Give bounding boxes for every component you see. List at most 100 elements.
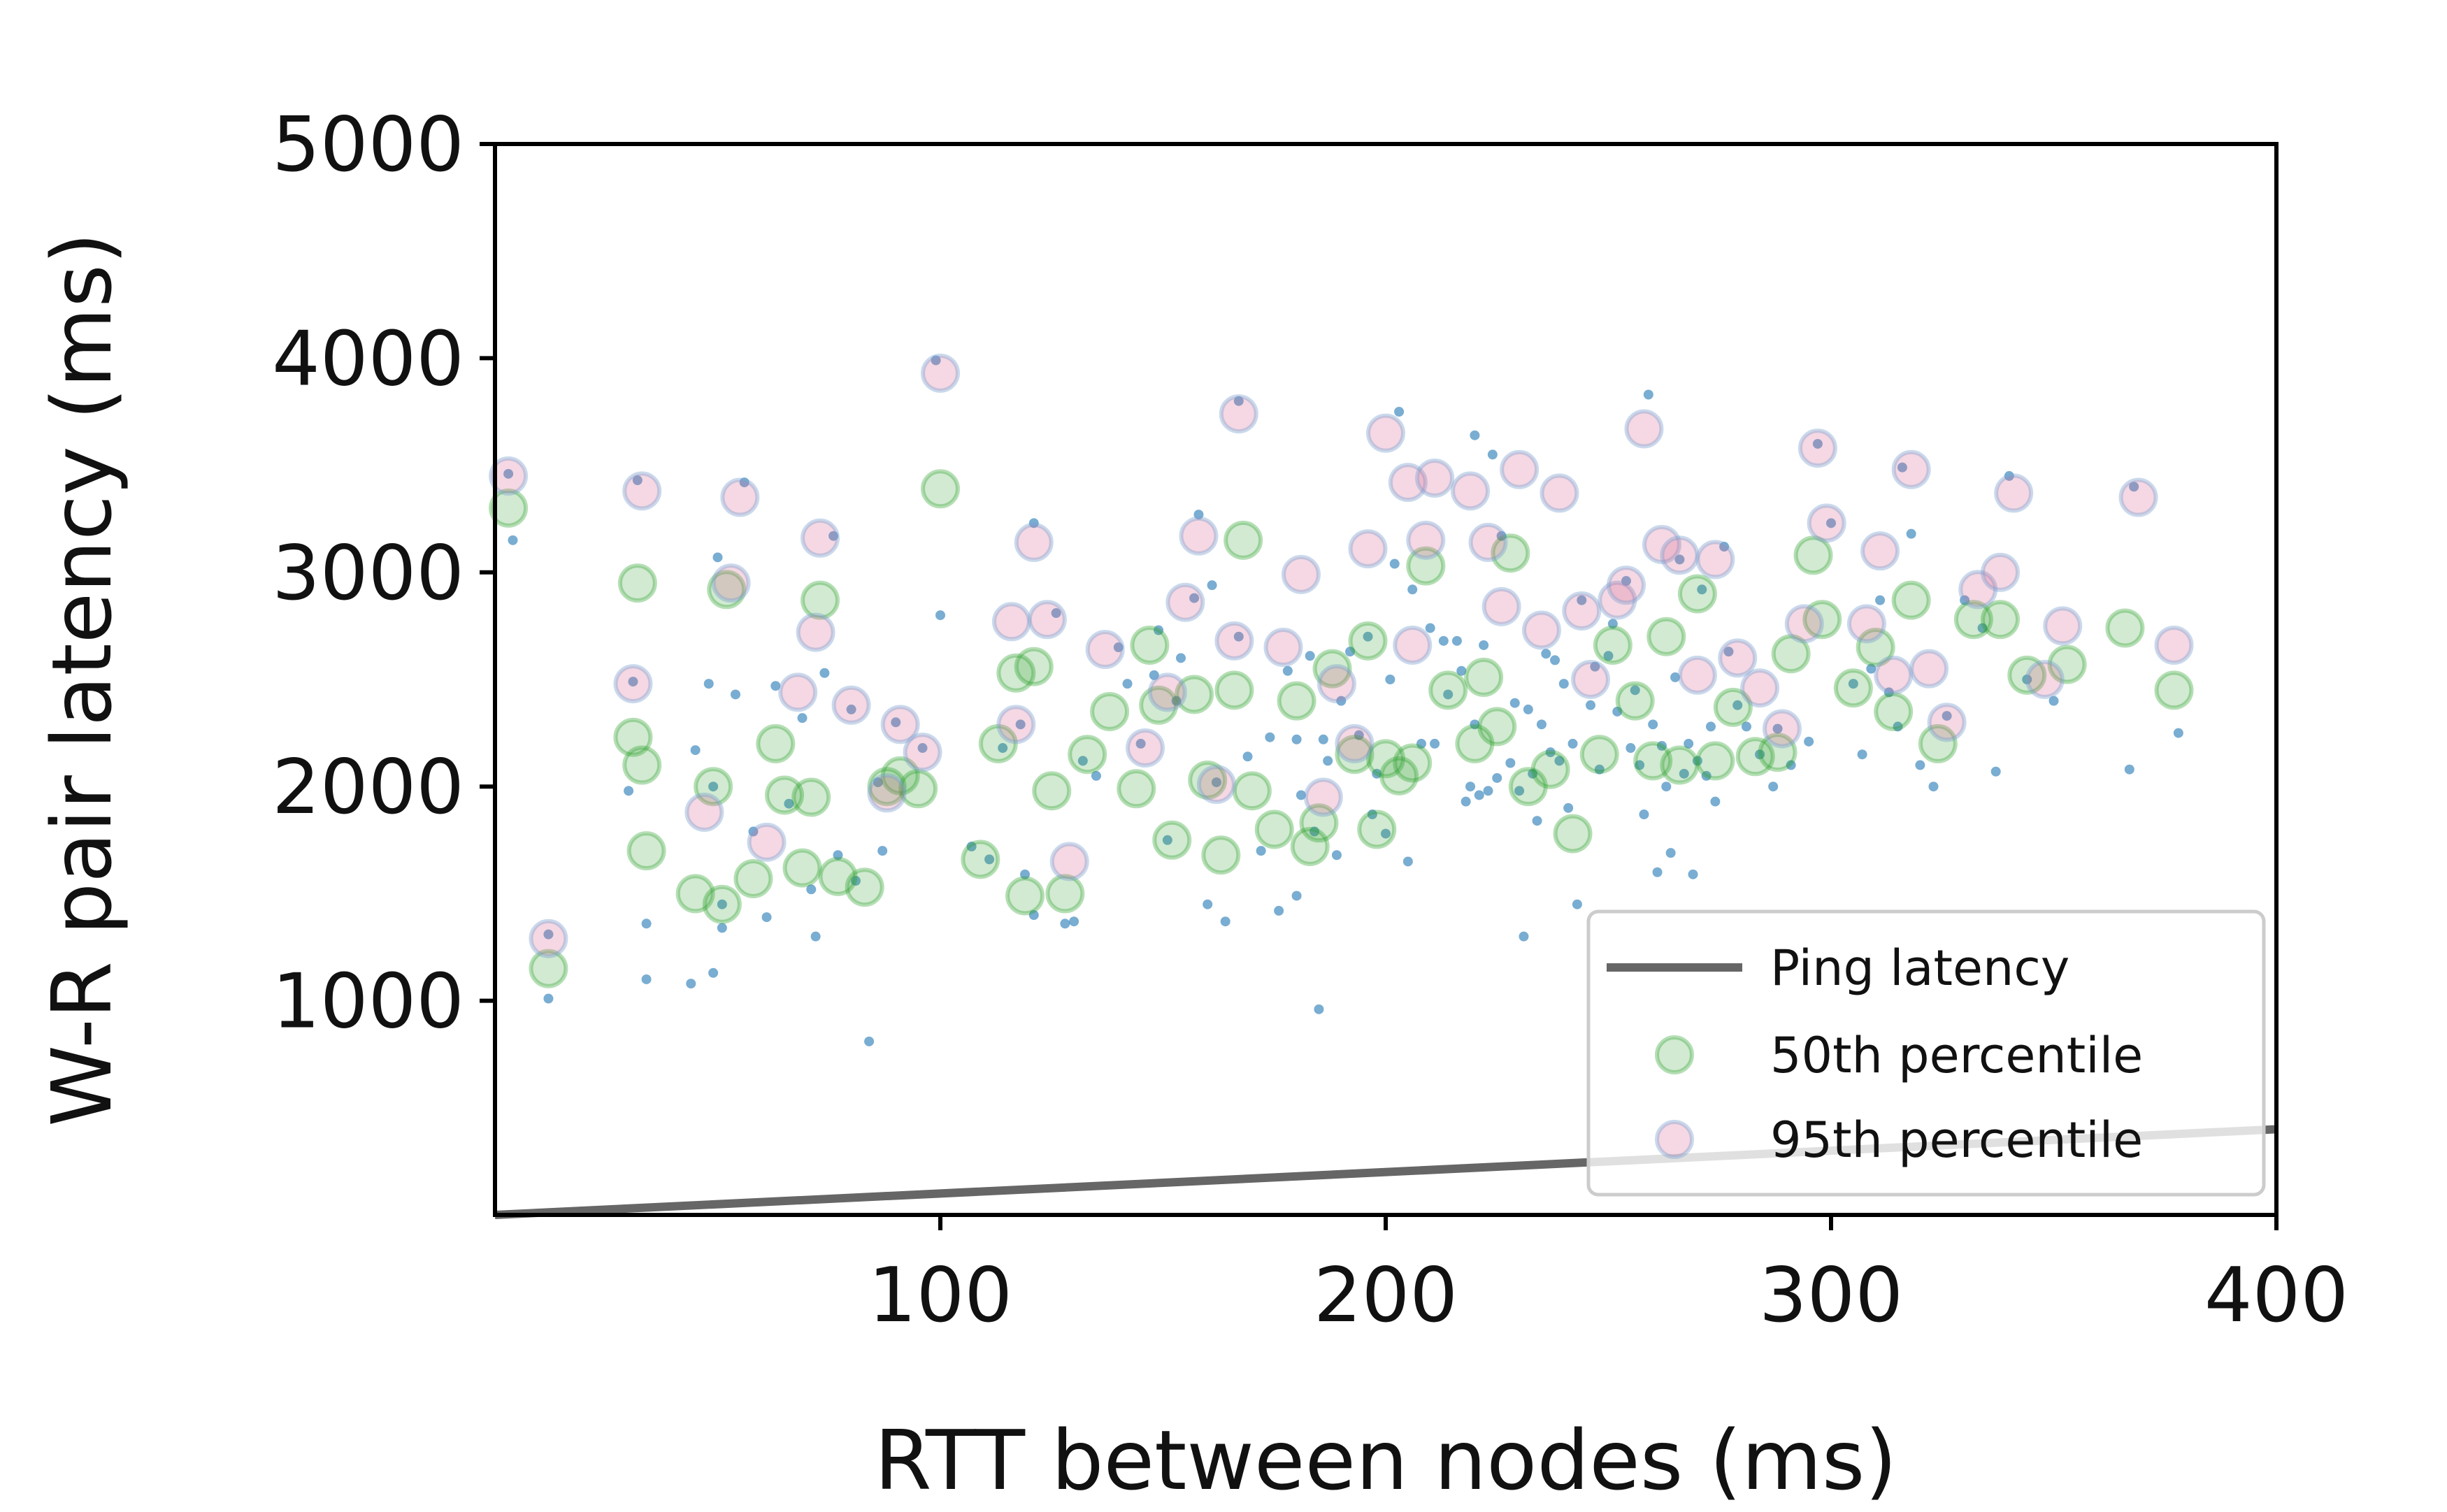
raw-sample-point xyxy=(1470,719,1480,730)
p50-point xyxy=(1874,691,1914,731)
raw-sample-point xyxy=(1532,816,1542,826)
p50-point xyxy=(1117,769,1156,809)
p95-point xyxy=(1126,728,1165,768)
p50-point xyxy=(1232,771,1272,811)
raw-sample-point xyxy=(1607,619,1618,629)
raw-sample-point xyxy=(833,850,843,861)
raw-sample-point xyxy=(1621,576,1631,586)
p50-point xyxy=(1633,741,1673,781)
raw-sample-point xyxy=(784,798,794,809)
p50-point xyxy=(613,717,653,757)
raw-sample-point xyxy=(1594,764,1605,775)
raw-sample-point xyxy=(1291,734,1302,744)
p95-point xyxy=(1348,529,1388,569)
raw-sample-point xyxy=(717,923,727,933)
raw-sample-point xyxy=(1483,786,1493,796)
raw-sample-point xyxy=(686,979,696,989)
raw-sample-point xyxy=(1381,828,1391,839)
raw-sample-point xyxy=(1474,790,1484,800)
p50-point xyxy=(801,580,840,620)
p50-point xyxy=(702,884,742,924)
p95-point xyxy=(2025,660,2065,699)
raw-sample-point xyxy=(1028,518,1039,528)
p95-point xyxy=(1846,604,1886,644)
raw-sample-point xyxy=(1848,679,1858,689)
raw-sample-point xyxy=(1154,625,1164,635)
raw-sample-point xyxy=(2129,482,2139,492)
p50-point xyxy=(1152,820,1192,860)
p95-point xyxy=(1214,621,1254,661)
p50-markers-layer xyxy=(489,469,2194,988)
x-tick-label: 100 xyxy=(868,1252,1012,1339)
p50-point xyxy=(1090,691,1130,731)
raw-sample-point xyxy=(1563,802,1574,813)
y-tick-label: 4000 xyxy=(272,315,464,403)
raw-sample-point xyxy=(1626,743,1636,754)
raw-sample-point xyxy=(1590,661,1600,672)
p95-point xyxy=(1196,765,1236,805)
raw-sample-point xyxy=(1309,826,1320,837)
raw-sample-point xyxy=(1020,869,1031,879)
p50-point xyxy=(1366,739,1405,779)
p95-point xyxy=(711,563,751,603)
raw-sample-point xyxy=(1015,719,1026,730)
raw-sample-point xyxy=(1091,770,1101,781)
p50-point xyxy=(733,858,773,898)
raw-sample-point xyxy=(1479,640,1489,650)
raw-sample-point xyxy=(1069,916,1079,927)
p50-point xyxy=(1491,533,1530,573)
raw-sample-point xyxy=(628,677,638,687)
x-tick-label: 400 xyxy=(2204,1252,2348,1339)
raw-sample-point xyxy=(1456,665,1467,676)
raw-sample-point xyxy=(1496,531,1507,541)
raw-sample-point xyxy=(1242,751,1253,762)
p50-point xyxy=(1201,835,1241,875)
p50-point xyxy=(1130,625,1170,665)
raw-sample-point xyxy=(1572,899,1582,909)
p50-point xyxy=(2007,655,2047,695)
p95-point xyxy=(1521,610,1561,650)
raw-sample-point xyxy=(2022,675,2032,684)
legend: Ping latency 50th percentile 95th percenti… xyxy=(1586,909,2266,1197)
raw-sample-point xyxy=(632,475,643,486)
p95-point xyxy=(1049,842,1089,881)
raw-sample-point xyxy=(1661,782,1672,792)
p95-point xyxy=(489,456,529,496)
p95-point xyxy=(1562,591,1602,631)
p50-point xyxy=(529,949,568,988)
raw-sample-point xyxy=(1723,647,1734,657)
p50-point xyxy=(1646,617,1686,656)
raw-sample-point xyxy=(1487,449,1498,460)
raw-sample-point xyxy=(917,743,928,754)
p95-point xyxy=(529,919,568,958)
p50-point xyxy=(2154,670,2194,710)
raw-sample-point xyxy=(1372,768,1382,779)
p95-point xyxy=(867,773,907,813)
legend-label: Ping latency xyxy=(1770,939,2069,997)
raw-sample-point xyxy=(1305,651,1315,661)
p95-point xyxy=(720,477,760,517)
raw-sample-point xyxy=(1719,542,1730,552)
p50-point xyxy=(489,488,529,528)
p95-point xyxy=(921,353,960,393)
raw-sample-point xyxy=(797,713,808,723)
p50-point xyxy=(1833,668,1873,708)
p50-point xyxy=(1393,743,1433,783)
raw-sample-point xyxy=(1577,595,1587,605)
p50-point xyxy=(782,848,822,888)
p95-point xyxy=(880,705,920,744)
p50-point xyxy=(1299,803,1339,843)
raw-sample-point xyxy=(1883,687,1894,698)
raw-sample-point xyxy=(730,689,740,700)
raw-sample-point xyxy=(1314,1004,1324,1014)
p50-point xyxy=(707,570,747,610)
raw-sample-point xyxy=(2048,696,2059,706)
raw-sample-point xyxy=(1701,770,1712,781)
y-tick-label: 5000 xyxy=(272,101,464,189)
raw-sample-point xyxy=(1643,389,1653,400)
raw-sample-point xyxy=(1211,777,1221,788)
raw-sample-point xyxy=(1536,719,1547,730)
raw-sample-point xyxy=(1710,796,1721,807)
p50-point xyxy=(675,874,715,914)
